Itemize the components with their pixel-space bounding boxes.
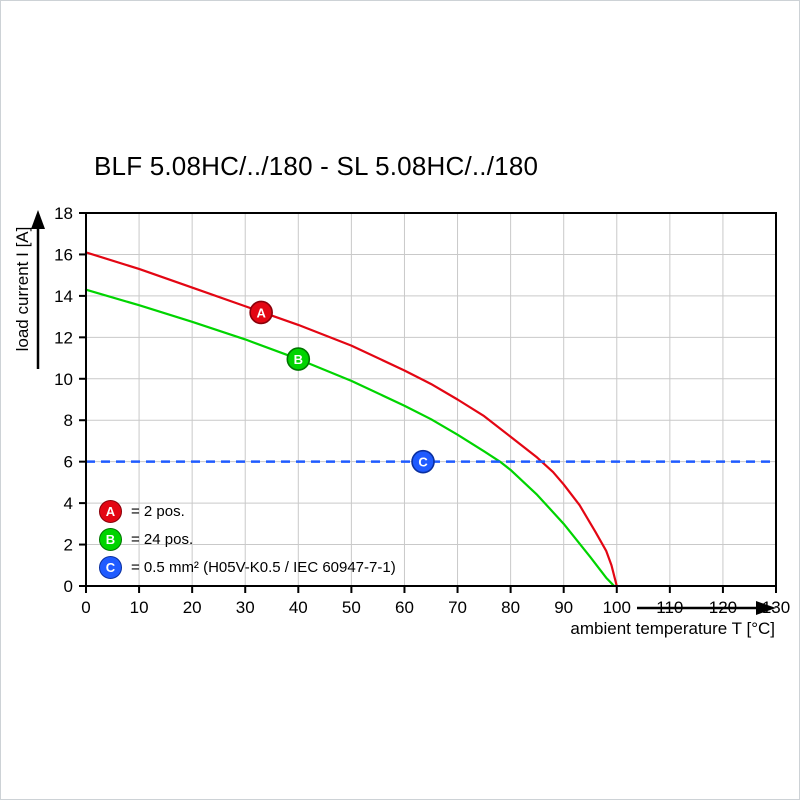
y-tick-label: 2	[64, 536, 73, 555]
axis-arrows	[31, 210, 776, 615]
x-tick-label: 50	[342, 598, 361, 617]
legend-item-c: C = 0.5 mm² (H05V-K0.5 / IEC 60947-7-1)	[99, 555, 396, 579]
legend-marker-a-icon: A	[99, 499, 122, 523]
x-tick-label: 80	[501, 598, 520, 617]
x-tick-label: 40	[289, 598, 308, 617]
y-tick-label: 10	[54, 370, 73, 389]
legend-item-b: B = 24 pos.	[99, 527, 396, 551]
y-axis-ticks: 0 2 4 6 8 10 12 14 16 18	[54, 204, 86, 596]
marker-b-icon	[286, 347, 311, 371]
plot-border	[85, 212, 777, 587]
x-tick-label: 90	[554, 598, 573, 617]
x-axis-ticks: 0 10 20 30 40 50 60 70 80 90 100 110 120 130	[81, 586, 790, 617]
y-tick-label: 4	[64, 494, 73, 513]
x-tick-label: 100	[603, 598, 631, 617]
y-tick-label: 6	[64, 453, 73, 472]
y-tick-label: 0	[64, 577, 73, 596]
svg-text:B: B	[294, 352, 303, 367]
legend-label-a: = 2 pos.	[131, 502, 185, 520]
x-tick-label: 20	[183, 598, 202, 617]
x-axis-label: ambient temperature T [°C]	[570, 619, 775, 638]
y-tick-label: 16	[54, 245, 73, 264]
y-tick-label: 14	[54, 287, 73, 306]
marker-a-icon	[249, 300, 273, 325]
legend-label-c: = 0.5 mm² (H05V-K0.5 / IEC 60947-7-1)	[131, 558, 396, 576]
x-tick-label: 70	[448, 598, 467, 617]
y-tick-label: 18	[54, 204, 73, 223]
legend-item-a: A = 2 pos.	[99, 499, 396, 523]
svg-text:A: A	[256, 305, 266, 320]
x-tick-label: 130	[762, 598, 790, 617]
legend: A = 2 pos. B = 24 pos. C = 0.5 mm² (H05V…	[99, 499, 396, 584]
legend-marker-c-icon: C	[99, 555, 122, 579]
x-tick-label: 60	[395, 598, 414, 617]
series-b-line	[84, 288, 616, 588]
chart-title: BLF 5.08HC/../180 - SL 5.08HC/../180	[94, 151, 539, 181]
curve-markers: A B C	[249, 300, 435, 474]
legend-label-b: = 24 pos.	[131, 530, 194, 548]
marker-c-icon	[411, 449, 435, 474]
y-tick-label: 12	[54, 328, 73, 347]
x-tick-label: 0	[81, 598, 90, 617]
svg-text:C: C	[418, 454, 428, 469]
y-tick-label: 8	[64, 411, 73, 430]
x-tick-label: 30	[236, 598, 255, 617]
series-a-line	[84, 251, 618, 588]
x-tick-label: 10	[130, 598, 149, 617]
legend-marker-b-icon: B	[99, 527, 122, 551]
